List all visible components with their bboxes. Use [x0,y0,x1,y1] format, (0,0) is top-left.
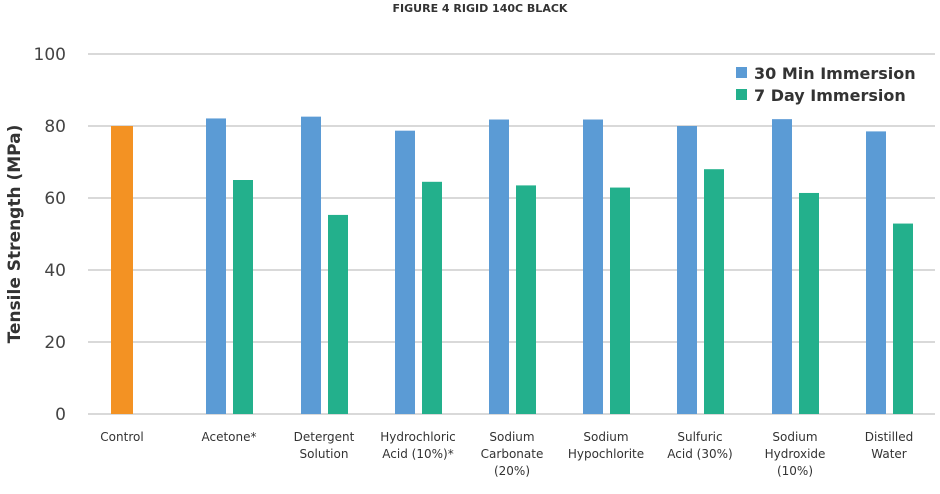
y-tick-label: 60 [44,189,66,209]
bar-7-day [233,180,253,414]
chart-title: FIGURE 4 RIGID 140C BLACK [393,2,568,15]
x-tick-label: Sulfuric [677,430,722,444]
x-tick-label: Detergent [294,430,355,444]
legend-label: 30 Min Immersion [754,64,916,83]
bar-30-min [772,119,792,414]
y-axis-label: Tensile Strength (MPa) [5,125,25,344]
legend-swatch [736,89,747,100]
bar-7-day [422,181,442,414]
x-tick-label: (20%) [494,464,530,478]
x-tick-label: Distilled [865,430,914,444]
x-tick-label: (10%) [777,464,813,478]
bar-7-day [516,185,536,414]
bar-control [111,126,133,414]
bar-30-min [866,131,886,414]
bar-7-day [328,214,348,414]
bar-30-min [301,116,321,414]
bar-7-day [799,192,819,414]
x-tick-label: Control [100,430,143,444]
bar-30-min [677,126,697,414]
x-tick-label: Solution [300,447,349,461]
y-tick-label: 20 [44,333,66,353]
bar-30-min [489,119,509,415]
x-tick-label: Acid (30%) [667,447,732,461]
y-tick-label: 0 [55,405,66,425]
x-tick-label: Acid (10%)* [382,447,453,461]
x-tick-label: Sodium [489,430,534,444]
legend-label: 7 Day Immersion [754,86,906,105]
y-tick-label: 80 [44,117,66,137]
legend-swatch [736,67,747,78]
x-tick-label: Acetone* [201,430,256,444]
bar-7-day [704,169,724,414]
bar-7-day [610,187,630,414]
bar-30-min [583,119,603,415]
x-tick-label: Water [871,447,907,461]
x-tick-label: Hydrochloric [380,430,456,444]
y-tick-label: 100 [34,45,66,65]
x-tick-label: Carbonate [481,447,544,461]
bar-7-day [893,223,913,414]
x-tick-label: Hydroxide [765,447,826,461]
bar-30-min [395,130,415,414]
bar-30-min [206,118,226,414]
x-tick-label: Hypochlorite [568,447,644,461]
x-tick-label: Sodium [772,430,817,444]
x-tick-label: Sodium [583,430,628,444]
y-tick-label: 40 [44,261,66,281]
